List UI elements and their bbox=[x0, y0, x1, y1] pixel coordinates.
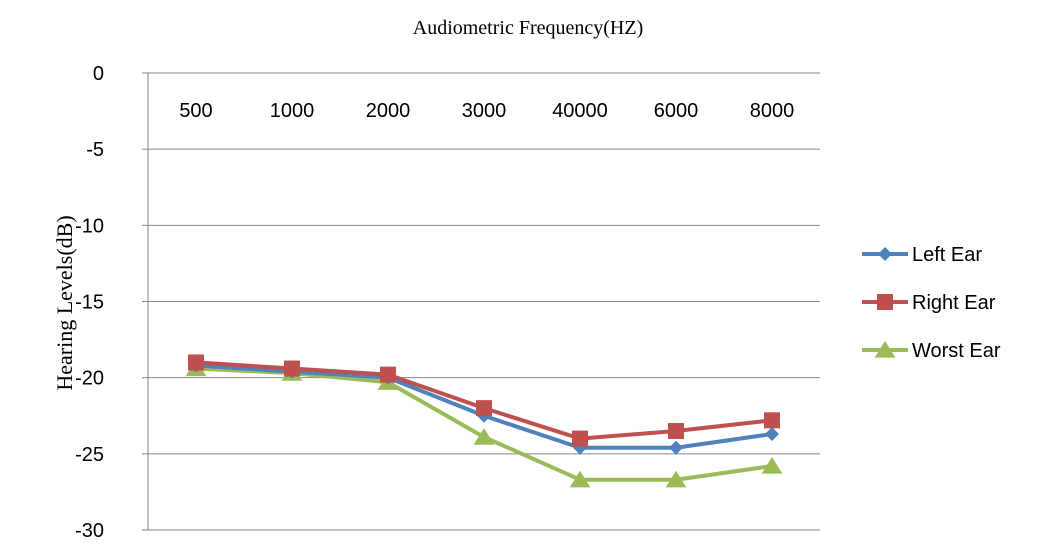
data-point bbox=[569, 470, 591, 488]
data-point bbox=[877, 294, 893, 310]
data-point bbox=[188, 354, 204, 371]
x-tick-label: 2000 bbox=[366, 100, 411, 122]
data-point bbox=[668, 422, 684, 439]
data-point bbox=[765, 427, 779, 442]
legend-label: Worst Ear bbox=[912, 340, 1001, 362]
data-point bbox=[878, 247, 892, 261]
y-tick-label: -30 bbox=[75, 520, 104, 542]
legend-item: Worst Ear bbox=[862, 340, 1001, 362]
data-point bbox=[874, 341, 896, 358]
y-tick-label: -25 bbox=[75, 444, 104, 466]
legend-item: Left Ear bbox=[862, 244, 982, 266]
data-point bbox=[761, 457, 783, 474]
series-layer bbox=[185, 354, 783, 488]
x-tick-label: 1000 bbox=[270, 100, 315, 122]
data-point bbox=[476, 400, 492, 417]
x-tick-label: 40000 bbox=[552, 100, 608, 122]
legend-label: Right Ear bbox=[912, 292, 996, 314]
data-point bbox=[473, 428, 495, 445]
data-point bbox=[572, 430, 588, 447]
gridlines bbox=[148, 72, 820, 531]
series-worst-ear bbox=[185, 359, 783, 488]
data-point bbox=[764, 412, 780, 429]
x-tick-label: 6000 bbox=[654, 100, 699, 122]
x-tick-label: 3000 bbox=[462, 100, 507, 122]
y-tick-label: -15 bbox=[75, 292, 104, 314]
data-point bbox=[284, 360, 300, 377]
x-tick-label: 8000 bbox=[750, 100, 795, 122]
y-axis-label: Hearing Levels(dB) bbox=[52, 215, 77, 390]
y-tick-label: -20 bbox=[75, 368, 104, 390]
chart-title: Audiometric Frequency(HZ) bbox=[413, 17, 643, 39]
legend-item: Right Ear bbox=[862, 292, 996, 314]
y-tick-label: 0 bbox=[93, 63, 104, 85]
legend-label: Left Ear bbox=[912, 244, 982, 266]
data-point bbox=[669, 440, 683, 455]
x-tick-label: 500 bbox=[179, 100, 212, 122]
series-right-ear bbox=[188, 354, 780, 447]
series-line bbox=[195, 366, 773, 482]
y-tick-label: -10 bbox=[75, 215, 104, 237]
data-point bbox=[380, 366, 396, 383]
legend: Left Ear Right Ear Worst Ear bbox=[862, 244, 1001, 362]
axes: 0 -5 -10 -15 -20 -25 -30 500 1000 2000 3000 40000 60… bbox=[75, 63, 794, 542]
y-tick-label: -5 bbox=[86, 139, 104, 161]
data-point bbox=[665, 470, 687, 488]
